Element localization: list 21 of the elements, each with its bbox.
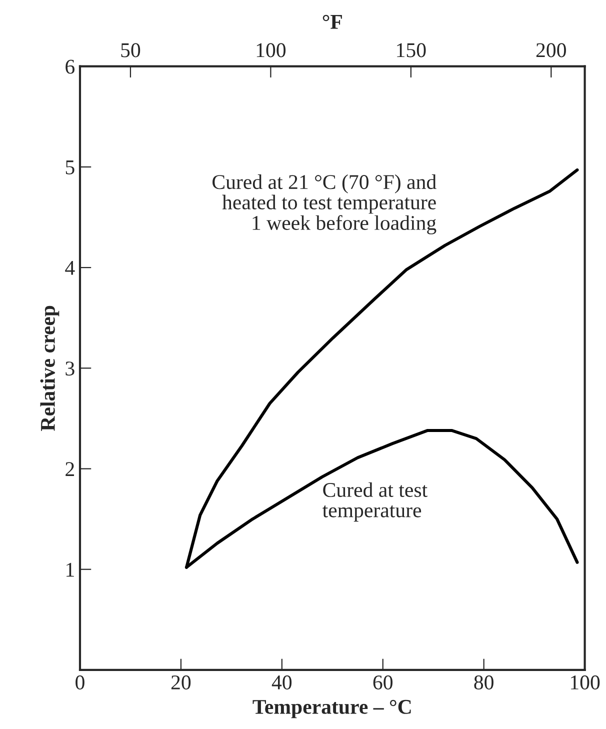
series-label: Cured at test temperature — [322, 482, 428, 522]
y-tick-label: 4 — [65, 261, 75, 275]
x-tick-label: 60 — [373, 675, 392, 690]
y-tick-label: 5 — [66, 160, 74, 174]
y-axis-title: Relative creep — [40, 306, 60, 431]
x-axis-title: Temperature – °C — [252, 700, 411, 718]
y-tick-label: 1 — [66, 562, 74, 577]
x2-tick-label: 150 — [397, 43, 426, 58]
x-tick-label: 100 — [571, 675, 600, 690]
x-tick-label: 20 — [171, 675, 191, 690]
y-tick-label: 2 — [66, 462, 74, 476]
x2-tick-label: 50 — [121, 43, 140, 58]
x2-tick-label: 100 — [256, 43, 286, 58]
x2-tick-label: 200 — [536, 43, 566, 58]
x2-axis-title: °F — [322, 14, 342, 29]
y-tick-label: 3 — [66, 362, 74, 376]
x-tick-label: 0 — [76, 675, 84, 690]
x-tick-label: 80 — [474, 675, 494, 690]
series-label: Cured at 21 °C (70 °F) and heated to test temperature 1 week before loading — [212, 174, 436, 234]
x-tick-label: 40 — [272, 675, 292, 690]
y-tick-label: 6 — [66, 60, 75, 74]
